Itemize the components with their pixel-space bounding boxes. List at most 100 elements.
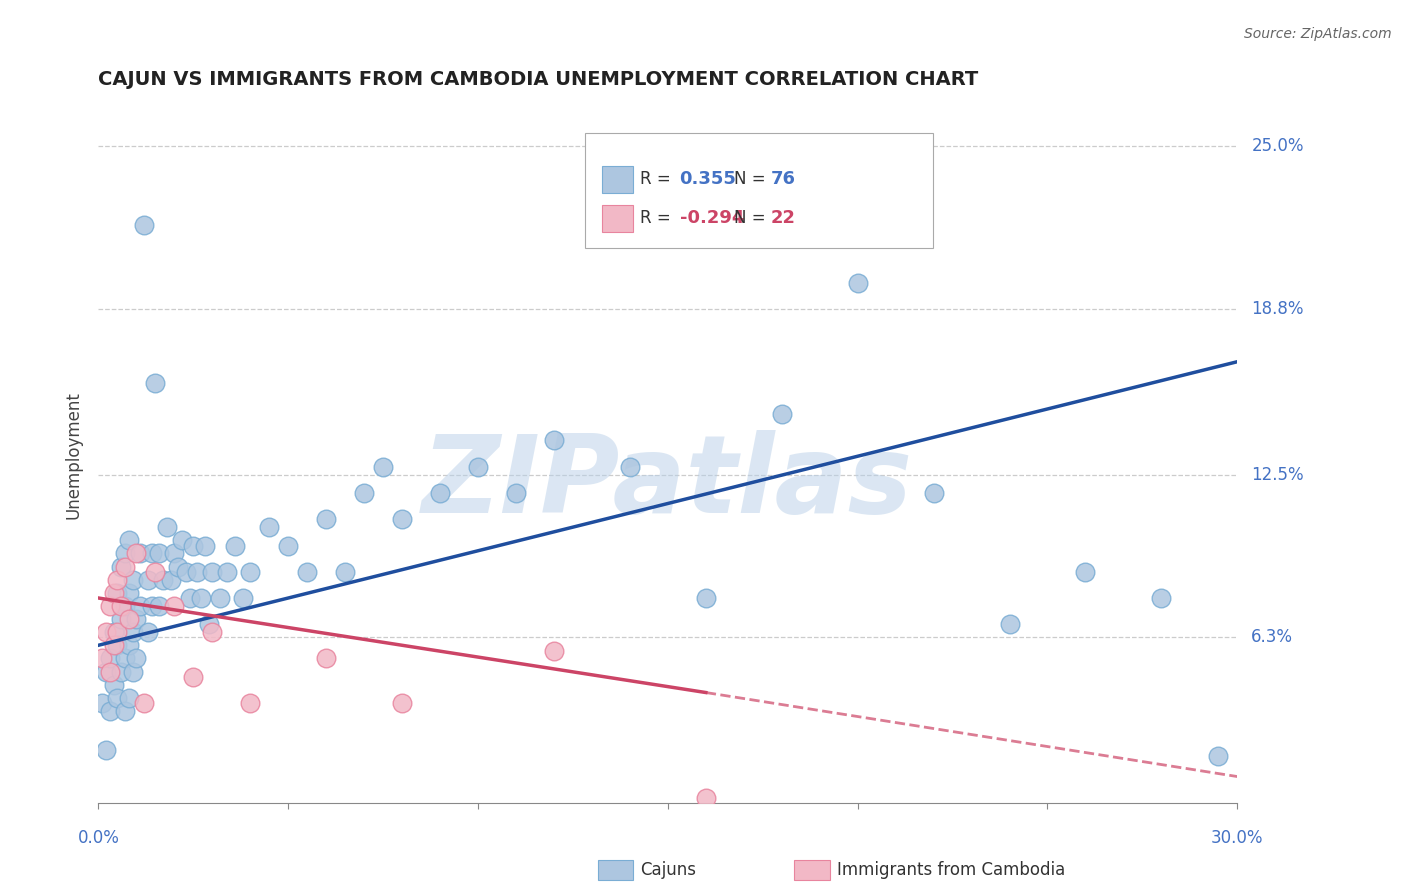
Point bbox=[201, 565, 224, 579]
Point bbox=[148, 546, 170, 560]
Point bbox=[239, 696, 262, 710]
Point bbox=[91, 696, 114, 710]
Text: R =: R = bbox=[640, 210, 676, 227]
Point bbox=[141, 546, 163, 560]
Text: 22: 22 bbox=[770, 210, 796, 227]
Point bbox=[505, 486, 527, 500]
Point bbox=[94, 625, 117, 640]
Point bbox=[179, 591, 201, 605]
Point bbox=[98, 599, 121, 613]
Point bbox=[136, 625, 159, 640]
Point bbox=[695, 591, 717, 605]
Point bbox=[922, 486, 945, 500]
Point bbox=[114, 704, 136, 718]
Point bbox=[467, 459, 489, 474]
Point bbox=[98, 651, 121, 665]
Point bbox=[114, 546, 136, 560]
Text: 12.5%: 12.5% bbox=[1251, 466, 1303, 483]
Point bbox=[277, 539, 299, 553]
Point bbox=[125, 651, 148, 665]
Text: 6.3%: 6.3% bbox=[1251, 628, 1294, 647]
Point bbox=[132, 696, 155, 710]
Point bbox=[194, 539, 217, 553]
Point bbox=[107, 573, 129, 587]
Text: N =: N = bbox=[734, 170, 772, 188]
Point bbox=[335, 565, 357, 579]
Point bbox=[98, 704, 121, 718]
Point bbox=[125, 546, 148, 560]
Point bbox=[114, 599, 136, 613]
Point bbox=[174, 565, 197, 579]
Point bbox=[152, 573, 174, 587]
Point bbox=[107, 625, 129, 640]
Point bbox=[315, 512, 337, 526]
Point bbox=[156, 520, 179, 534]
Point bbox=[107, 638, 129, 652]
Point bbox=[201, 625, 224, 640]
Point bbox=[695, 790, 717, 805]
Point bbox=[232, 591, 254, 605]
Point bbox=[107, 690, 129, 705]
Point bbox=[125, 612, 148, 626]
Text: 76: 76 bbox=[770, 170, 796, 188]
Point bbox=[118, 533, 141, 548]
Point bbox=[114, 559, 136, 574]
Point bbox=[998, 617, 1021, 632]
Point bbox=[163, 599, 186, 613]
Text: N =: N = bbox=[734, 210, 772, 227]
Point bbox=[770, 407, 793, 421]
Point bbox=[259, 520, 281, 534]
Text: ZIPatlas: ZIPatlas bbox=[422, 430, 914, 536]
Point bbox=[619, 459, 641, 474]
Text: 30.0%: 30.0% bbox=[1211, 829, 1264, 847]
Point bbox=[543, 643, 565, 657]
Point bbox=[217, 565, 239, 579]
Point bbox=[186, 565, 208, 579]
Point bbox=[141, 599, 163, 613]
Point bbox=[239, 565, 262, 579]
Point bbox=[118, 612, 141, 626]
Point bbox=[1150, 591, 1173, 605]
Point bbox=[94, 743, 117, 757]
Point bbox=[107, 586, 129, 600]
Point bbox=[159, 573, 181, 587]
Point bbox=[391, 512, 413, 526]
Point bbox=[190, 591, 212, 605]
Point bbox=[118, 690, 141, 705]
Point bbox=[103, 625, 125, 640]
Point bbox=[118, 638, 141, 652]
Point bbox=[1074, 565, 1097, 579]
Point bbox=[297, 565, 319, 579]
Point bbox=[145, 565, 167, 579]
Point bbox=[197, 617, 219, 632]
Text: -0.294: -0.294 bbox=[679, 210, 744, 227]
Point bbox=[110, 599, 132, 613]
Point bbox=[132, 218, 155, 232]
Text: 18.8%: 18.8% bbox=[1251, 301, 1303, 318]
Point bbox=[129, 546, 152, 560]
Point bbox=[1208, 748, 1230, 763]
Text: 0.0%: 0.0% bbox=[77, 829, 120, 847]
Point bbox=[94, 665, 117, 679]
Point bbox=[110, 665, 132, 679]
Point bbox=[121, 625, 143, 640]
Point bbox=[145, 376, 167, 390]
Text: CAJUN VS IMMIGRANTS FROM CAMBODIA UNEMPLOYMENT CORRELATION CHART: CAJUN VS IMMIGRANTS FROM CAMBODIA UNEMPL… bbox=[98, 70, 979, 89]
Text: R =: R = bbox=[640, 170, 676, 188]
Point bbox=[121, 573, 143, 587]
Point bbox=[98, 665, 121, 679]
Point bbox=[224, 539, 246, 553]
Text: Source: ZipAtlas.com: Source: ZipAtlas.com bbox=[1244, 27, 1392, 41]
Point bbox=[183, 539, 205, 553]
Point bbox=[170, 533, 193, 548]
Point bbox=[163, 546, 186, 560]
Point bbox=[371, 459, 394, 474]
Point bbox=[208, 591, 231, 605]
Text: Cajuns: Cajuns bbox=[640, 861, 696, 879]
Text: 0.355: 0.355 bbox=[679, 170, 737, 188]
Point bbox=[391, 696, 413, 710]
Point bbox=[846, 276, 869, 290]
Point bbox=[114, 651, 136, 665]
Point bbox=[103, 638, 125, 652]
Point bbox=[110, 559, 132, 574]
